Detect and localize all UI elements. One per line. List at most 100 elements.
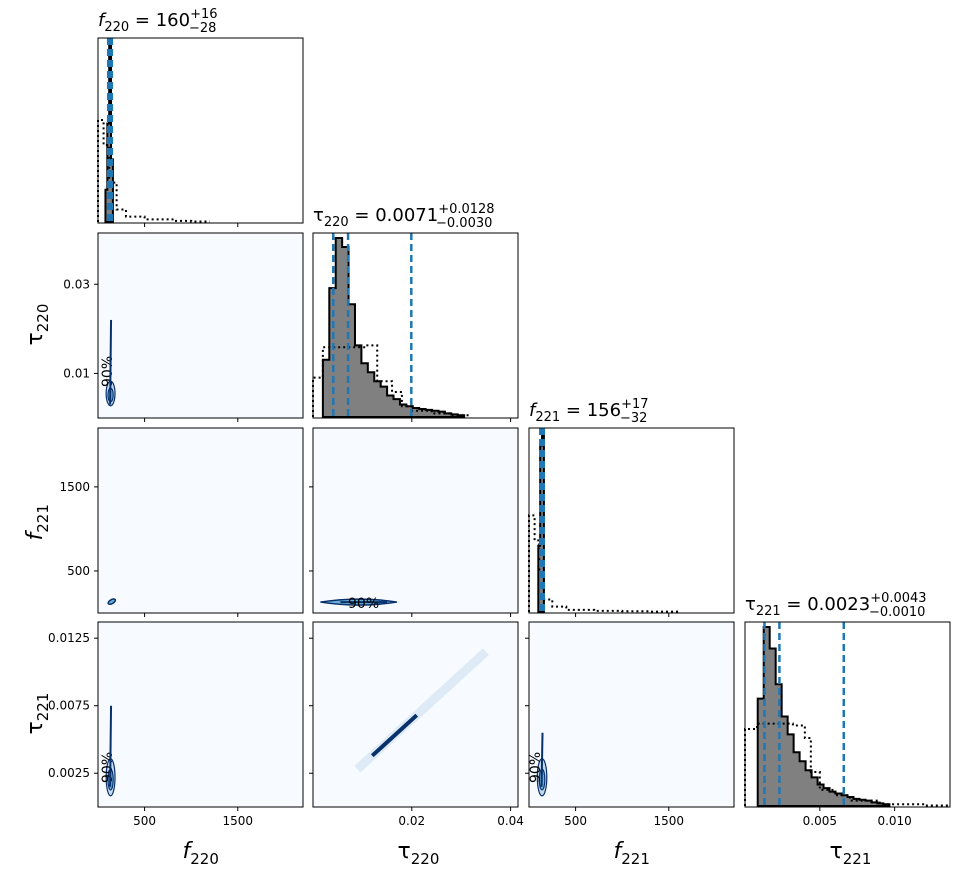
density-frame [97,232,304,419]
title-symbol: τ [745,594,756,615]
y-tick-label-f221: 1500 [59,480,90,494]
title-value: 160 [156,10,190,31]
y-tick-label-f221: 500 [67,564,90,578]
axis-subscript: 221 [843,850,872,868]
panel-title-tau220: τ220 = 0.0071+0.0128 [313,202,495,230]
hist-panel-f221: f221 = 156+17−32 [528,397,735,614]
title-plus-error: +0.0128 [438,202,494,217]
title-equals: = [781,594,808,615]
density-background [98,622,303,807]
title-subscript: 220 [104,20,129,35]
x-axis-label-f221: f221 [614,839,650,868]
hist-frame-tau221 [744,621,951,808]
x-axis-label-tau220: τ220 [398,839,440,868]
posterior-hist-tau221 [756,626,891,807]
axis-subscript: 221 [621,850,650,868]
prior-hist-f221 [528,514,679,613]
title-subscript: 220 [324,215,349,230]
y-axis-label-f221: f221 [23,504,52,540]
title-symbol: τ [313,205,324,226]
title-equals: = [560,400,587,421]
contour-tau220-tau221 [354,648,489,773]
hist-frame-tau220 [312,232,519,419]
panel-title-f221: f221 = 156+17 [529,397,649,425]
posterior-hist-tau220 [321,237,466,418]
panel-title-minus-f221: −32 [620,411,647,426]
x-tick-label-tau220: 0.02 [398,814,425,828]
contour-label: 90% [348,596,379,612]
density-streak [109,319,113,405]
title-plus-error: +0.0043 [870,591,926,606]
title-plus-error: +16 [190,7,217,22]
panel-title-f220: f220 = 160+16 [98,7,218,35]
x-axis-label-f220: f220 [183,839,219,868]
y-tick-label-tau221: 0.0025 [48,766,90,780]
title-equals: = [129,10,156,31]
title-value: 0.0071 [375,205,438,226]
title-plus-error: +17 [621,397,648,412]
density-frame [528,621,735,808]
prior-hist-tau220 [312,344,472,417]
density-background [529,622,734,807]
contour-inner [370,713,419,758]
axis-symbol: τ [23,332,48,345]
title-equals: = [349,205,376,226]
contour-f220-tau220: 90% [100,356,116,407]
density-background [313,428,518,613]
contour-label: 90% [100,356,116,387]
density-panel-f220-f221 [97,427,304,614]
density-panel-tau220-f221 [312,427,519,614]
prior-hist-f220 [97,118,210,223]
x-tick-label-tau221: 0.005 [803,814,837,828]
panel-title-minus-tau221: −0.0010 [869,605,925,620]
title-symbol: f [98,10,107,31]
x-tick-label-tau220: 0.04 [497,814,524,828]
density-panel-f220-tau220 [97,232,304,419]
x-tick-label-f221: 1500 [653,814,684,828]
title-subscript: 221 [535,410,560,425]
density-streak-f221 [540,732,544,787]
y-tick-label-tau221: 0.0075 [48,699,90,713]
y-tick-label-tau221: 0.0125 [48,631,90,645]
axis-symbol: f [23,530,48,541]
prior-hist-tau221 [744,722,950,807]
density-frame [97,427,304,614]
axis-symbol: τ [23,721,48,734]
title-symbol: f [529,400,538,421]
contour-f220-f221 [107,598,117,606]
axis-symbol: τ [830,839,843,864]
contour-label: 90% [100,752,116,783]
density-background [98,428,303,613]
x-axis-label-tau221: τ221 [830,839,872,868]
x-tick-label-f220: 1500 [222,814,253,828]
contour-tau220-f221: 90% [320,596,398,612]
panel-title-tau221: τ221 = 0.0023+0.0043 [745,591,927,619]
axis-symbol: f [183,839,194,864]
x-tick-label-f221: 500 [564,814,587,828]
axis-subscript: 220 [190,850,219,868]
y-axis-label-tau221: τ221 [23,693,52,735]
density-panel-f220-tau221 [97,621,304,808]
panel-title-minus-tau220: −0.0030 [436,216,492,231]
density-panel-f221-tau221 [528,621,735,808]
title-value: 0.0023 [807,594,870,615]
y-tick-label-tau220: 0.01 [63,366,90,380]
axis-subscript: 220 [411,850,440,868]
hist-frame-f221 [528,427,735,614]
hist-panel-f220: f220 = 160+16−28 [97,7,304,224]
hist-panel-tau221: τ221 = 0.0023+0.0043−0.0010 [744,591,951,808]
panel-title-minus-f220: −28 [189,21,216,36]
contour-label: 90% [528,752,544,783]
density-frame [312,621,519,808]
axis-symbol: f [614,839,625,864]
y-tick-label-tau220: 0.03 [63,277,90,291]
hist-panel-tau220: τ220 = 0.0071+0.0128−0.0030 [312,202,519,419]
title-value: 156 [587,400,621,421]
title-subscript: 221 [756,604,781,619]
density-background [98,233,303,418]
axis-symbol: τ [398,839,411,864]
density-streak-tau221 [109,705,113,787]
hist-frame-f220 [97,37,304,224]
density-frame [97,621,304,808]
